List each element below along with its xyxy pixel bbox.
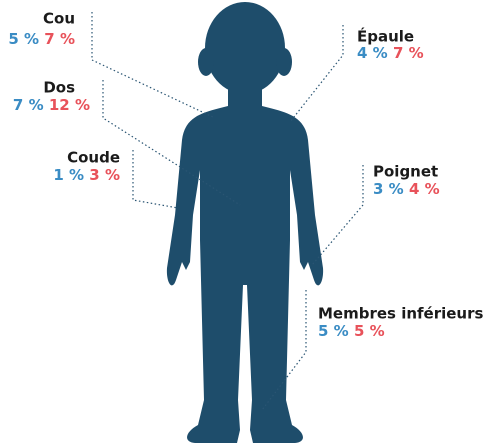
label-values: 7 % 12 % bbox=[13, 96, 90, 114]
label-name: Épaule bbox=[357, 27, 414, 46]
value-red: 12 % bbox=[49, 96, 90, 114]
label-values: 5 % 5 % bbox=[318, 322, 385, 340]
value-red: 3 % bbox=[89, 166, 120, 184]
value-blue: 5 % bbox=[8, 30, 39, 48]
label-values: 4 % 7 % bbox=[357, 44, 424, 62]
value-blue: 4 % bbox=[357, 44, 388, 62]
value-blue: 3 % bbox=[373, 180, 404, 198]
leader-lines bbox=[91, 12, 364, 411]
value-blue: 7 % bbox=[13, 96, 44, 114]
value-blue: 5 % bbox=[318, 322, 349, 340]
value-red: 5 % bbox=[354, 322, 385, 340]
value-red: 7 % bbox=[393, 44, 424, 62]
label-name: Coude bbox=[67, 149, 120, 167]
label-name: Dos bbox=[43, 79, 75, 97]
value-blue: 1 % bbox=[53, 166, 84, 184]
label-values: 3 % 4 % bbox=[373, 180, 440, 198]
value-red: 4 % bbox=[409, 180, 440, 198]
label-name: Membres inférieurs bbox=[318, 305, 483, 323]
label-name: Poignet bbox=[373, 163, 438, 181]
value-red: 7 % bbox=[44, 30, 75, 48]
label-values: 1 % 3 % bbox=[53, 166, 120, 184]
body-silhouette bbox=[166, 2, 324, 443]
label-name: Cou bbox=[43, 10, 75, 28]
label-values: 5 % 7 % bbox=[8, 30, 75, 48]
